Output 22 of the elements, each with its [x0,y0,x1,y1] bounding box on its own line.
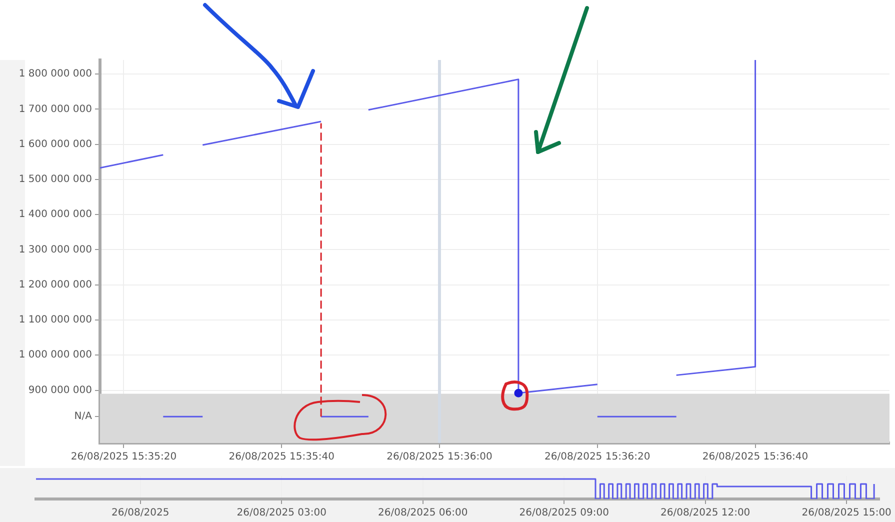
x-tick-label: 26/08/2025 15:36:20 [544,452,650,463]
x-tick-label: 26/08/2025 [112,508,170,519]
y-tick-label: N/A [74,411,92,422]
x-tick-label: 26/08/2025 12:00 [660,508,750,519]
x-tick-label: 26/08/2025 15:00 [802,508,892,519]
x-tick-label: 26/08/2025 03:00 [236,508,326,519]
y-tick-label: 1 700 000 000 [18,104,92,115]
y-tick-label: 1 000 000 000 [18,350,92,361]
y-tick-label: 1 300 000 000 [18,244,92,256]
x-tick-label: 26/08/2025 15:36:00 [386,452,492,463]
x-tick-label: 26/08/2025 06:00 [378,508,468,519]
x-tick-label: 26/08/2025 15:35:40 [228,452,334,463]
y-tick-label: 1 100 000 000 [18,314,92,326]
x-tick-label: 26/08/2025 15:35:20 [70,452,177,463]
x-tick-label: 26/08/2025 15:36:40 [702,452,808,463]
y-tick-label: 1 400 000 000 [18,209,92,220]
y-tick-label: 1 500 000 000 [18,174,92,186]
y-tick-label: 900 000 000 [28,384,92,396]
y-tick-label: 1 200 000 000 [18,279,92,290]
y-tick-label: 1 600 000 000 [18,138,92,150]
x-tick-label: 26/08/2025 09:00 [519,508,609,519]
y-tick-label: 1 800 000 000 [18,68,92,80]
